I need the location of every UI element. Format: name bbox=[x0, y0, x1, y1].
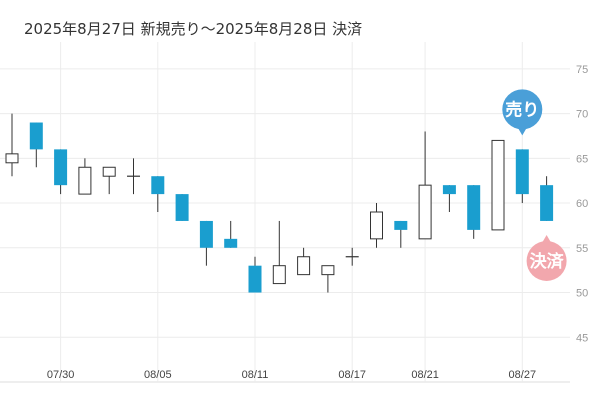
candle bbox=[248, 256, 262, 293]
candle-body bbox=[467, 185, 481, 230]
candle bbox=[175, 194, 189, 221]
x-tick-label: 07/30 bbox=[47, 369, 75, 381]
candle bbox=[442, 185, 456, 212]
y-axis: 45 50 55 60 65 70 75 bbox=[576, 64, 588, 344]
candle bbox=[5, 113, 19, 177]
y-tick-label: 50 bbox=[576, 288, 588, 300]
y-tick-label: 60 bbox=[576, 198, 588, 210]
candle-body bbox=[442, 185, 456, 195]
candle-body bbox=[78, 166, 92, 195]
x-tick-label: 08/17 bbox=[338, 369, 366, 381]
candle bbox=[491, 139, 505, 231]
candle bbox=[297, 247, 311, 276]
candle bbox=[370, 203, 383, 248]
candle bbox=[272, 220, 286, 285]
candles bbox=[5, 113, 554, 293]
y-tick-label: 45 bbox=[576, 332, 588, 344]
y-tick-label: 75 bbox=[576, 64, 588, 76]
candle-body bbox=[175, 194, 189, 221]
marker-label: 決済 bbox=[530, 251, 565, 272]
candle bbox=[102, 166, 116, 195]
grid bbox=[0, 42, 570, 383]
y-tick-label: 65 bbox=[576, 153, 588, 165]
candle bbox=[345, 247, 359, 266]
x-tick-label: 08/21 bbox=[411, 369, 439, 381]
y-tick-label: 55 bbox=[576, 243, 588, 255]
candle-body bbox=[5, 153, 19, 164]
x-axis: 07/30 08/05 08/11 08/17 08/21 08/27 bbox=[47, 369, 536, 381]
candle bbox=[29, 122, 43, 168]
candle bbox=[321, 265, 335, 293]
candle-body bbox=[102, 166, 116, 177]
candle-body bbox=[297, 256, 311, 276]
candle-body bbox=[491, 139, 505, 231]
candle-body bbox=[199, 220, 213, 248]
candle bbox=[515, 149, 529, 204]
candle-body bbox=[321, 265, 335, 276]
candle bbox=[78, 158, 92, 195]
candle-body bbox=[224, 238, 238, 248]
candle bbox=[467, 185, 481, 239]
candle bbox=[394, 220, 408, 248]
candle-body bbox=[248, 265, 262, 293]
marker-badge bbox=[502, 89, 543, 130]
candle-body bbox=[272, 265, 286, 285]
x-tick-label: 08/27 bbox=[509, 369, 537, 381]
candle-body bbox=[540, 185, 554, 221]
candle bbox=[540, 176, 554, 221]
candle bbox=[224, 220, 238, 248]
candle-body bbox=[515, 149, 529, 195]
y-tick-label: 70 bbox=[576, 109, 588, 121]
candle bbox=[199, 220, 213, 266]
candle-body bbox=[418, 184, 432, 240]
candle-body bbox=[54, 149, 68, 186]
sell-marker: 売り bbox=[502, 89, 543, 136]
candle bbox=[151, 176, 165, 212]
marker-label: 売り bbox=[505, 99, 539, 120]
candle-body bbox=[151, 176, 165, 195]
x-tick-label: 08/11 bbox=[242, 369, 269, 381]
candle bbox=[54, 149, 68, 195]
candle bbox=[127, 158, 140, 195]
candle-body bbox=[370, 211, 383, 240]
marker-badge bbox=[526, 240, 567, 281]
chart-title: 2025年8月27日 新規売り～2025年8月28日 決済 bbox=[24, 20, 363, 38]
x-tick-label: 08/05 bbox=[144, 369, 172, 381]
close-marker: 決済 bbox=[526, 234, 567, 281]
candle-body bbox=[394, 220, 408, 230]
candle bbox=[418, 131, 432, 240]
candle-body bbox=[29, 122, 43, 150]
